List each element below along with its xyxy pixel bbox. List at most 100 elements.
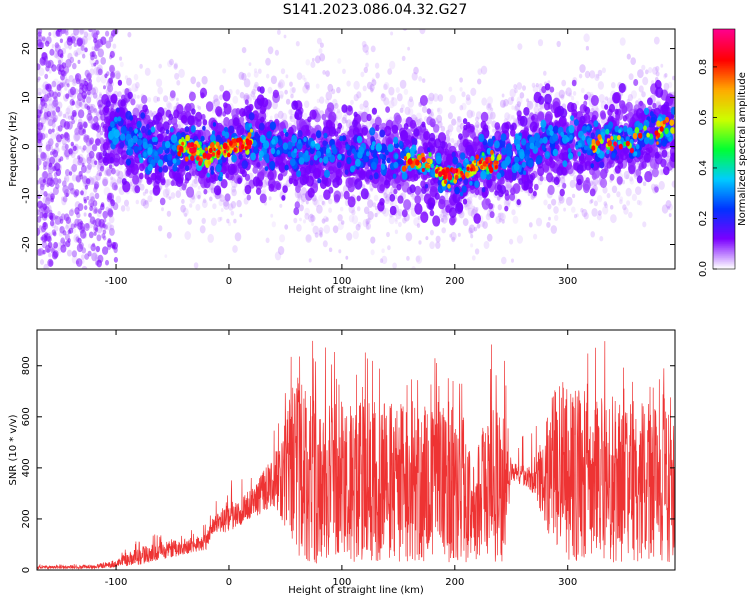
heatmap-cell xyxy=(667,206,670,210)
heatmap-cell xyxy=(135,81,140,89)
heatmap-cell xyxy=(201,75,208,85)
heatmap-cell xyxy=(96,76,101,83)
heatmap-cell xyxy=(74,127,80,136)
heatmap-cell xyxy=(625,187,632,197)
heatmap-cell xyxy=(653,36,660,45)
heatmap-cell xyxy=(110,30,116,37)
heatmap-cell xyxy=(266,73,270,79)
heatmap-cell xyxy=(651,167,659,178)
heatmap-cell xyxy=(315,83,320,89)
heatmap-cell xyxy=(309,213,314,219)
heatmap-cell xyxy=(305,59,311,66)
heatmap-cell xyxy=(274,113,279,120)
heatmap-cell xyxy=(641,161,647,169)
heatmap-cell xyxy=(275,182,282,191)
heatmap-cell xyxy=(48,98,54,106)
heatmap-cell xyxy=(511,105,515,110)
heatmap-cell xyxy=(252,166,258,174)
heatmap-cell xyxy=(95,245,101,253)
heatmap-cell xyxy=(45,197,51,206)
heatmap-cell xyxy=(84,223,90,231)
heatmap-cell xyxy=(38,67,45,77)
heatmap-cell xyxy=(50,0,54,1)
heatmap-cell xyxy=(564,91,568,95)
heatmap-cell xyxy=(43,263,49,269)
heatmap-cell xyxy=(478,194,483,201)
heatmap-cell xyxy=(72,228,77,234)
heatmap-cell xyxy=(399,107,404,114)
heatmap-cell xyxy=(73,223,77,228)
heatmap-cell xyxy=(347,105,353,112)
heatmap-cell xyxy=(265,237,270,244)
heatmap-cell xyxy=(457,232,461,237)
heatmap-cell xyxy=(165,187,171,196)
heatmap-cell xyxy=(461,91,466,98)
heatmap-cell xyxy=(170,180,175,187)
heatmap-cell xyxy=(52,117,57,123)
heatmap-cell xyxy=(117,91,122,98)
heatmap-cell xyxy=(274,251,282,261)
heatmap-cell xyxy=(516,235,524,244)
heatmap-cell xyxy=(435,241,441,249)
heatmap-cell xyxy=(321,200,325,205)
heatmap-cell xyxy=(132,174,140,185)
heatmap-cell xyxy=(580,207,584,213)
heatmap-cell xyxy=(498,212,504,220)
heatmap-cell xyxy=(72,62,77,70)
heatmap-cell xyxy=(190,76,196,85)
heatmap-cell xyxy=(311,57,315,62)
heatmap-cell xyxy=(37,87,43,96)
heatmap-cell xyxy=(130,98,136,106)
heatmap-cell xyxy=(623,170,630,180)
heatmap-cell xyxy=(42,161,48,168)
heatmap-cell xyxy=(45,60,52,69)
heatmap-cell xyxy=(558,89,565,99)
heatmap-cell xyxy=(113,153,121,163)
heatmap-cell xyxy=(271,221,276,228)
heatmap-cell xyxy=(441,214,448,224)
heatmap-cell xyxy=(80,254,85,260)
heatmap-cell xyxy=(254,81,259,89)
heatmap-cell xyxy=(565,87,572,97)
heatmap-cell xyxy=(601,67,607,74)
heatmap-cell xyxy=(310,214,316,223)
heatmap-cell xyxy=(164,183,169,189)
heatmap-cell xyxy=(464,203,470,211)
heatmap-cell xyxy=(65,216,72,224)
heatmap-cell xyxy=(663,73,667,79)
heatmap-cell xyxy=(312,225,319,235)
heatmap-cell xyxy=(99,165,105,172)
heatmap-cell xyxy=(448,86,453,92)
heatmap-cell xyxy=(117,170,124,180)
heatmap-cell xyxy=(186,186,195,198)
heatmap-cell xyxy=(262,188,267,195)
heatmap-cell xyxy=(641,91,646,98)
heatmap-cell xyxy=(514,103,521,111)
heatmap-cell xyxy=(296,191,302,199)
heatmap-cell xyxy=(363,105,370,114)
heatmap-cell xyxy=(351,215,359,225)
heatmap-cell xyxy=(46,177,54,186)
heatmap-cell xyxy=(78,145,82,150)
heatmap-cell xyxy=(115,169,120,177)
heatmap-cell xyxy=(50,197,54,203)
heatmap-cell xyxy=(568,92,572,98)
heatmap-cell xyxy=(68,182,74,191)
heatmap-cell xyxy=(419,95,428,106)
heatmap-cell xyxy=(313,199,320,208)
heatmap-cell xyxy=(510,96,515,102)
heatmap-cell xyxy=(300,187,307,196)
heatmap-cell xyxy=(476,223,481,229)
heatmap-cell xyxy=(591,103,599,113)
heatmap-cell xyxy=(305,234,312,243)
heatmap-cell xyxy=(655,71,660,77)
heatmap-cell xyxy=(402,217,407,224)
heatmap-cell xyxy=(91,51,96,57)
heatmap-cell xyxy=(341,116,347,124)
heatmap-cell xyxy=(362,44,369,53)
heatmap-cell xyxy=(414,195,422,205)
heatmap-cell xyxy=(38,177,44,185)
heatmap-cell xyxy=(426,108,432,115)
heatmap-cell xyxy=(243,93,250,102)
heatmap-cell xyxy=(96,234,102,242)
